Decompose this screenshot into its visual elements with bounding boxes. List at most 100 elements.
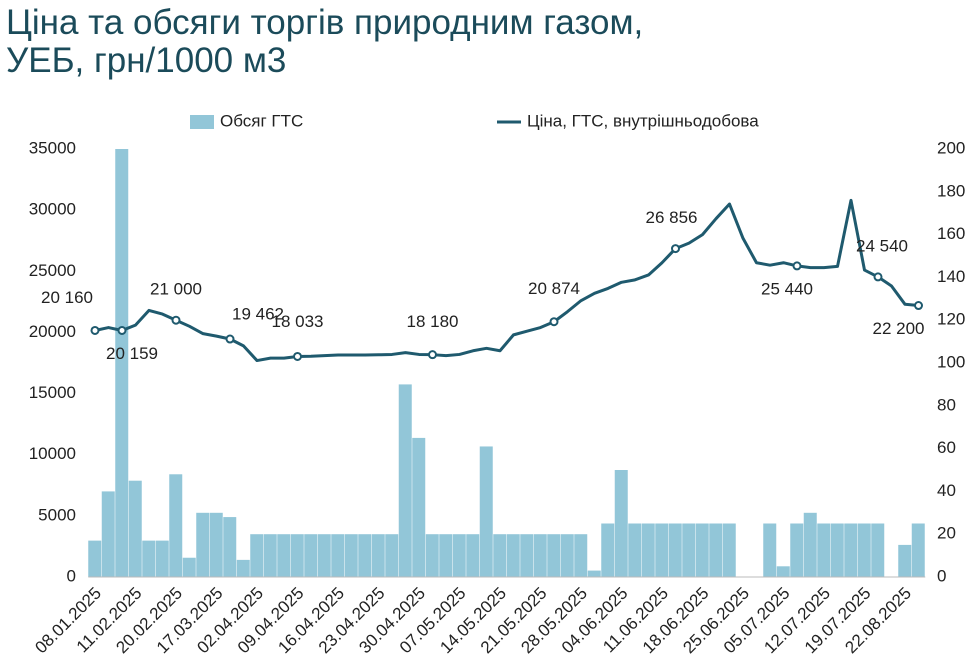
y-tick-label: 15000: [29, 383, 76, 402]
bar: [128, 480, 142, 577]
legend-label: Ціна, ГТС, внутрішньодобова: [527, 111, 759, 130]
bar: [776, 566, 790, 577]
bar: [209, 512, 223, 577]
y2-tick-label: 100: [937, 352, 965, 371]
y2-tick-label: 200: [937, 138, 965, 157]
bar: [479, 446, 493, 577]
y2-tick-label: 40: [937, 481, 956, 500]
bar: [317, 534, 331, 577]
bar: [547, 534, 561, 577]
data-label: 20 159: [106, 344, 158, 363]
legend-swatch: [190, 115, 214, 129]
data-label: 18 033: [272, 312, 324, 331]
bar: [277, 534, 291, 577]
data-label: 25 440: [761, 279, 813, 298]
marker: [914, 301, 923, 311]
y2-tick-label: 20: [937, 524, 956, 543]
bar: [533, 534, 547, 577]
y2-tick-label: 60: [937, 438, 956, 457]
y2-tick-label: 80: [937, 395, 956, 414]
bar: [263, 534, 277, 577]
marker: [549, 317, 559, 327]
marker: [90, 325, 100, 335]
bar: [506, 534, 520, 577]
bar: [425, 534, 439, 577]
bar: [371, 534, 385, 577]
bar: [520, 534, 534, 577]
bar: [331, 534, 345, 577]
bar: [88, 540, 102, 577]
bar: [155, 540, 169, 577]
marker: [225, 334, 235, 344]
bar: [790, 523, 804, 577]
bar: [911, 523, 925, 577]
bar: [223, 517, 237, 577]
bar: [398, 384, 412, 577]
y2-tick-label: 120: [937, 310, 965, 329]
bar: [871, 523, 885, 577]
bar: [101, 491, 115, 577]
bar: [857, 523, 871, 577]
data-label: 18 180: [407, 312, 459, 331]
bar: [817, 523, 831, 577]
bar: [344, 534, 358, 577]
bar: [763, 523, 777, 577]
bar: [628, 523, 642, 577]
bar: [709, 523, 723, 577]
y-tick-label: 0: [67, 566, 76, 585]
bar: [844, 523, 858, 577]
bar: [560, 534, 574, 577]
bar: [830, 523, 844, 577]
bar: [587, 570, 601, 577]
bar: [803, 512, 817, 577]
bar: [722, 523, 736, 577]
y-tick-label: 35000: [29, 138, 76, 157]
bar: [304, 534, 318, 577]
data-label: 20 874: [528, 279, 580, 298]
y2-tick-label: 140: [937, 267, 965, 286]
data-label: 24 540: [856, 236, 908, 255]
data-label: 26 856: [646, 208, 698, 227]
bar: [466, 534, 480, 577]
chart-title: УЕБ, грн/1000 м3: [6, 41, 286, 80]
bar: [169, 474, 183, 577]
marker: [671, 244, 680, 254]
data-label: 21 000: [150, 280, 202, 299]
bar: [614, 470, 628, 577]
bar: [601, 523, 615, 577]
bar: [493, 534, 507, 577]
legend-label: Обсяг ГТС: [220, 111, 303, 130]
y2-tick-label: 180: [937, 181, 965, 200]
bar: [655, 523, 669, 577]
bar: [574, 534, 588, 577]
bar: [668, 523, 682, 577]
data-label: 19 462: [232, 304, 284, 323]
y-tick-label: 20000: [29, 322, 76, 341]
data-label: 20 160: [41, 288, 93, 307]
bar: [682, 523, 696, 577]
data-label: 22 200: [873, 319, 925, 338]
bar: [236, 559, 250, 577]
bar: [358, 534, 372, 577]
y-tick-label: 30000: [29, 200, 76, 219]
chart-title: Ціна та обсяги торгів природним газом,: [6, 3, 643, 42]
bar: [182, 557, 196, 577]
y-tick-label: 25000: [29, 261, 76, 280]
bar: [385, 534, 399, 577]
marker: [171, 315, 181, 325]
bar: [196, 512, 210, 577]
bar: [250, 534, 264, 577]
marker: [293, 351, 302, 361]
bar: [641, 523, 655, 577]
bar: [898, 544, 912, 577]
marker: [117, 325, 127, 335]
bar: [412, 437, 426, 577]
y2-tick-label: 160: [937, 224, 965, 243]
marker: [873, 272, 883, 282]
y2-tick-label: 0: [937, 566, 946, 585]
bar: [439, 534, 453, 577]
bar: [452, 534, 466, 577]
y-tick-label: 5000: [38, 505, 76, 524]
marker: [792, 261, 802, 271]
